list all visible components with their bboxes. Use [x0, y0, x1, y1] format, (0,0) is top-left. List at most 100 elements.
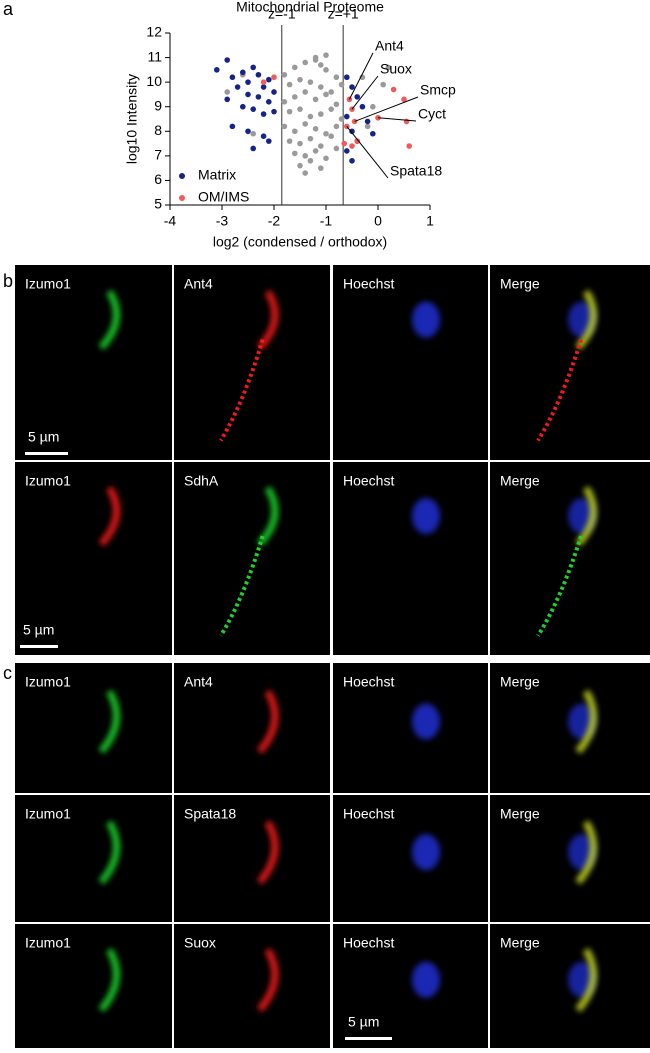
cell-label: Hoechst [343, 935, 394, 951]
midpiece [219, 339, 265, 442]
point [364, 118, 371, 125]
point [266, 138, 272, 144]
point [312, 57, 319, 63]
cell-label: Spata18 [184, 806, 236, 822]
cell-label: Izumo1 [25, 806, 71, 822]
annotation-leader [348, 52, 374, 100]
micrograph-background [174, 924, 330, 1048]
cell-label: Hoechst [343, 473, 394, 489]
point [323, 91, 329, 98]
acrosome [98, 486, 121, 547]
acrosome [575, 948, 597, 1013]
acrosome [575, 820, 597, 885]
point [250, 145, 256, 152]
point [240, 103, 246, 110]
scale-bar-label: 5 µm [23, 622, 54, 638]
point [318, 62, 324, 68]
point [359, 103, 366, 110]
acrosome [256, 820, 279, 885]
point [271, 74, 277, 81]
acrosome [575, 689, 597, 754]
midpiece [219, 535, 265, 637]
cell-label: Merge [500, 806, 540, 822]
y-tick-label: 10 [146, 73, 162, 89]
y-tick-label: 7 [154, 147, 162, 163]
point [323, 130, 329, 137]
point [255, 94, 262, 100]
point [292, 94, 298, 100]
point [406, 143, 413, 149]
point [318, 111, 324, 117]
threshold-label: z=+1 [328, 6, 359, 22]
point [297, 162, 303, 169]
point [234, 84, 241, 90]
cell-label: Izumo1 [25, 935, 71, 951]
annotation-leader [346, 126, 389, 179]
point [260, 84, 267, 90]
legend-marker [179, 195, 185, 201]
point [286, 138, 293, 144]
cell-label: Izumo1 [25, 473, 71, 489]
micrograph: Spata18 [174, 795, 330, 922]
x-tick-label: 1 [426, 213, 434, 229]
annotation: Smcp [420, 82, 456, 98]
point [224, 57, 230, 63]
micrograph: Hoechst [333, 924, 488, 1048]
point [286, 108, 293, 115]
point [323, 67, 329, 73]
y-tick-label: 11 [147, 48, 162, 64]
point [229, 74, 236, 81]
point [297, 76, 303, 83]
point [333, 101, 340, 108]
annotation-leader [377, 117, 417, 122]
point [250, 64, 256, 71]
cell-label: Merge [500, 935, 540, 951]
cell-label: Suox [184, 935, 216, 951]
point [307, 113, 314, 120]
point [333, 145, 340, 152]
micrograph: SdhA [174, 462, 330, 655]
annotation-leader [354, 96, 419, 122]
micrograph: Izumo1 [15, 265, 172, 460]
micrograph-background [174, 462, 330, 655]
point [323, 52, 329, 58]
point [344, 113, 350, 120]
cell-label: SdhA [184, 473, 219, 489]
point [380, 81, 387, 88]
point [255, 71, 262, 78]
cell-label: Merge [500, 473, 540, 489]
annotation: Suox [380, 61, 412, 77]
point [302, 153, 309, 159]
micrograph-background [333, 795, 488, 922]
point [318, 143, 324, 149]
nucleus [412, 834, 440, 871]
point [338, 116, 345, 122]
cell-label: Izumo1 [25, 674, 71, 690]
micrograph: Hoechst [333, 462, 488, 655]
annotation: Cyct [418, 106, 446, 122]
point [260, 133, 267, 139]
point [245, 79, 251, 85]
point [333, 74, 340, 81]
point [403, 118, 410, 125]
legend-marker [179, 173, 185, 179]
point [401, 96, 407, 103]
point [390, 86, 397, 93]
micrograph: Izumo1 [15, 663, 172, 793]
annotation-leader [351, 75, 379, 110]
point [281, 71, 288, 78]
point [354, 138, 361, 144]
point [271, 108, 277, 115]
acrosome [98, 820, 121, 885]
x-tick-label: -3 [216, 213, 229, 229]
x-tick-label: -1 [320, 213, 333, 229]
scale-bar [20, 645, 58, 648]
acrosome [98, 948, 121, 1013]
micrograph: Merge [490, 265, 650, 460]
point [224, 89, 230, 95]
micrograph-background [174, 663, 330, 793]
y-tick-label: 8 [154, 122, 162, 138]
point [349, 157, 355, 164]
scatter-plot: Mitochondrial Proteome log2 (condensed /… [3, 0, 456, 683]
